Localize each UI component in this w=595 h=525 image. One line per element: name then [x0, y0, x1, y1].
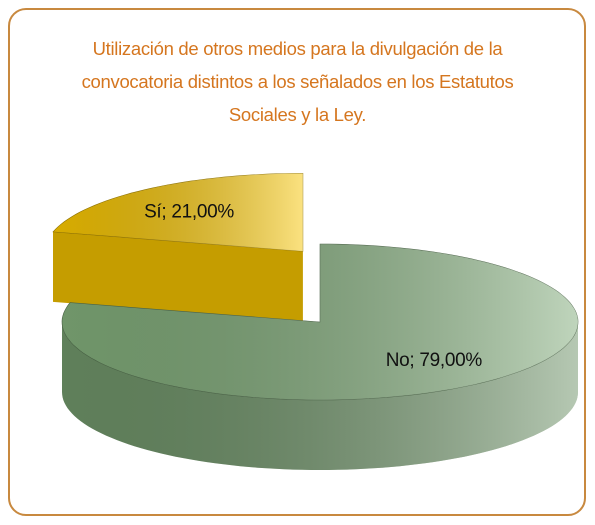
slice-shine	[62, 244, 578, 400]
slice-wall-shine	[62, 322, 578, 470]
data-label: Sí; 21,00%	[144, 201, 234, 222]
data-label: No; 79,00%	[386, 350, 483, 371]
slice-shine	[53, 173, 303, 252]
chart-frame	[8, 8, 586, 516]
chart-title: Utilización de otros medios para la divu…	[81, 38, 514, 125]
slice-side	[53, 231, 303, 322]
